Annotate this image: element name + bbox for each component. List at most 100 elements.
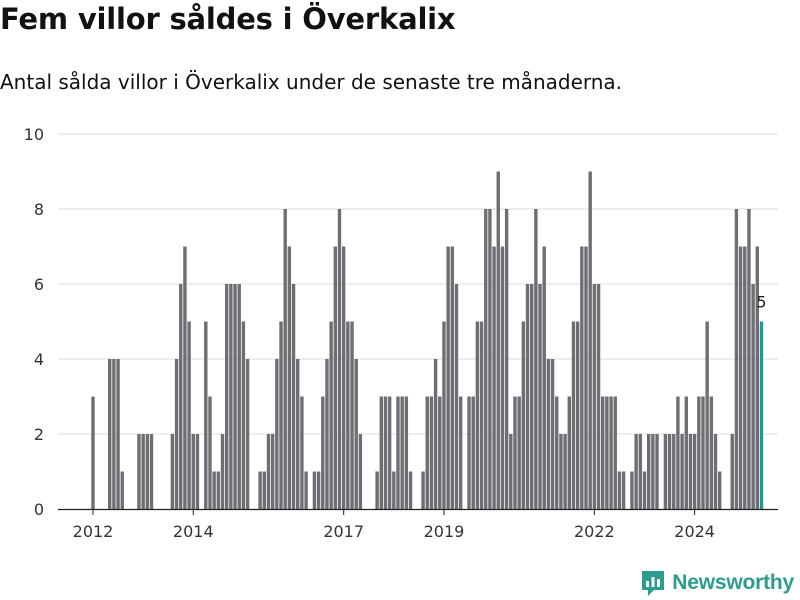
bar — [442, 321, 446, 509]
bar — [667, 434, 672, 509]
newsworthy-logo-text: Newsworthy — [672, 571, 794, 594]
bar — [145, 434, 150, 509]
y-tick-label: 0 — [34, 500, 44, 519]
bar — [529, 284, 534, 509]
bar — [195, 434, 200, 509]
bar — [525, 284, 530, 509]
gridlines — [58, 133, 778, 435]
bar — [517, 396, 521, 509]
y-tick-label: 10 — [24, 125, 44, 144]
bar — [601, 396, 605, 509]
bar — [504, 209, 509, 509]
bar — [392, 471, 396, 509]
bar — [296, 359, 300, 509]
bar — [379, 396, 383, 509]
bar — [634, 434, 638, 509]
bar — [316, 471, 321, 509]
bar — [425, 396, 429, 509]
bar — [137, 434, 141, 509]
bar — [300, 396, 304, 509]
y-tick-label: 2 — [34, 425, 44, 444]
bar — [617, 471, 622, 509]
bar — [575, 321, 580, 509]
bar — [383, 396, 388, 509]
bar — [454, 284, 459, 509]
bar — [500, 246, 505, 509]
bar — [212, 471, 216, 509]
bar — [220, 434, 225, 509]
bar — [341, 246, 346, 509]
bar — [304, 471, 308, 509]
bar — [567, 396, 571, 509]
y-tick-label: 4 — [34, 350, 44, 369]
bar — [329, 321, 333, 509]
bar — [204, 321, 208, 509]
bar — [655, 434, 659, 509]
bar — [170, 434, 175, 509]
y-tick-label: 8 — [34, 200, 44, 219]
bar — [450, 246, 455, 509]
bar — [705, 321, 709, 509]
bars — [91, 171, 764, 509]
bar — [141, 434, 145, 509]
bar — [375, 471, 379, 509]
x-axis: 2012 2014 2017 2019 2022 2024 — [58, 508, 778, 541]
bar — [743, 246, 747, 509]
bar — [542, 246, 546, 509]
bar — [534, 209, 538, 509]
bar — [387, 396, 392, 509]
bar — [183, 246, 187, 509]
bar — [471, 396, 475, 509]
bar — [571, 321, 576, 509]
newsworthy-logo[interactable]: Newsworthy — [640, 569, 794, 597]
bar — [684, 396, 688, 509]
bar — [479, 321, 484, 509]
x-tick-label: 2019 — [424, 522, 465, 541]
bar — [191, 434, 195, 509]
annotations: 5 — [756, 293, 766, 312]
bar — [484, 209, 488, 509]
x-tick-label: 2024 — [674, 522, 715, 541]
bar — [358, 434, 363, 509]
chart-subtitle: Antal sålda villor i Överkalix under de … — [0, 70, 623, 94]
bar — [429, 396, 434, 509]
bar — [262, 471, 266, 509]
bar — [467, 396, 471, 509]
bar — [279, 321, 283, 509]
bar — [513, 396, 517, 509]
bar — [283, 209, 287, 509]
bar — [672, 434, 676, 509]
bar — [408, 471, 413, 509]
bar — [701, 396, 705, 509]
bar — [208, 396, 212, 509]
bar — [291, 284, 296, 509]
bar — [621, 471, 626, 509]
bar — [642, 471, 647, 509]
bar — [229, 284, 233, 509]
bar — [116, 359, 120, 509]
bar-highlight — [759, 321, 764, 509]
bar — [488, 209, 492, 509]
bar — [688, 434, 693, 509]
bar — [312, 471, 317, 509]
bar — [521, 321, 526, 509]
bar — [216, 471, 221, 509]
bar — [325, 359, 329, 509]
bar — [580, 246, 584, 509]
bar — [174, 359, 179, 509]
bar — [112, 359, 116, 509]
bar — [458, 396, 463, 509]
bar — [258, 471, 262, 509]
bar — [751, 284, 755, 509]
bar — [676, 396, 680, 509]
bar — [596, 284, 601, 509]
bar — [738, 246, 743, 509]
bar — [337, 209, 342, 509]
bar — [584, 246, 588, 509]
bar — [224, 284, 229, 509]
chart-title: Fem villor såldes i Överkalix — [0, 2, 456, 36]
bar — [270, 434, 275, 509]
bar — [404, 396, 409, 509]
bar — [350, 321, 354, 509]
bar — [237, 284, 241, 509]
